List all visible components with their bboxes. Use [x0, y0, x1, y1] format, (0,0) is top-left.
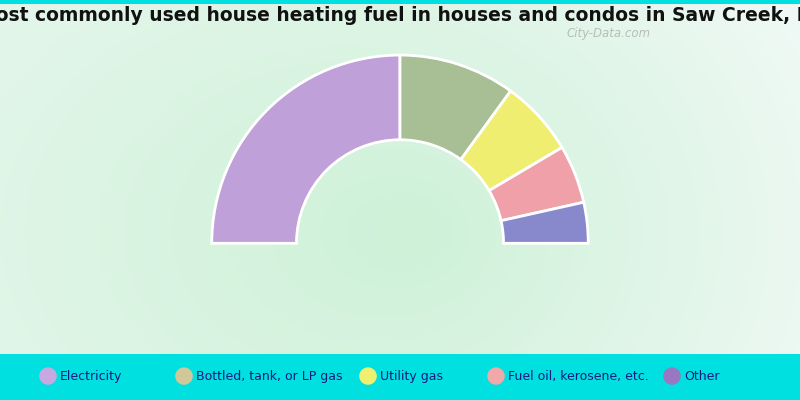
Text: Fuel oil, kerosene, etc.: Fuel oil, kerosene, etc.: [508, 370, 649, 382]
Text: Most commonly used house heating fuel in houses and condos in Saw Creek, PA: Most commonly used house heating fuel in…: [0, 6, 800, 25]
Text: Utility gas: Utility gas: [380, 370, 443, 382]
Wedge shape: [501, 202, 588, 243]
Ellipse shape: [663, 367, 681, 385]
Ellipse shape: [359, 367, 377, 385]
Ellipse shape: [175, 367, 193, 385]
Text: City-Data.com: City-Data.com: [566, 27, 650, 40]
Text: Other: Other: [684, 370, 719, 382]
Wedge shape: [489, 148, 584, 221]
Text: Bottled, tank, or LP gas: Bottled, tank, or LP gas: [196, 370, 342, 382]
Wedge shape: [400, 55, 510, 160]
Text: Electricity: Electricity: [60, 370, 122, 382]
Wedge shape: [212, 55, 400, 243]
Ellipse shape: [39, 367, 57, 385]
Wedge shape: [461, 91, 562, 190]
Ellipse shape: [487, 367, 505, 385]
